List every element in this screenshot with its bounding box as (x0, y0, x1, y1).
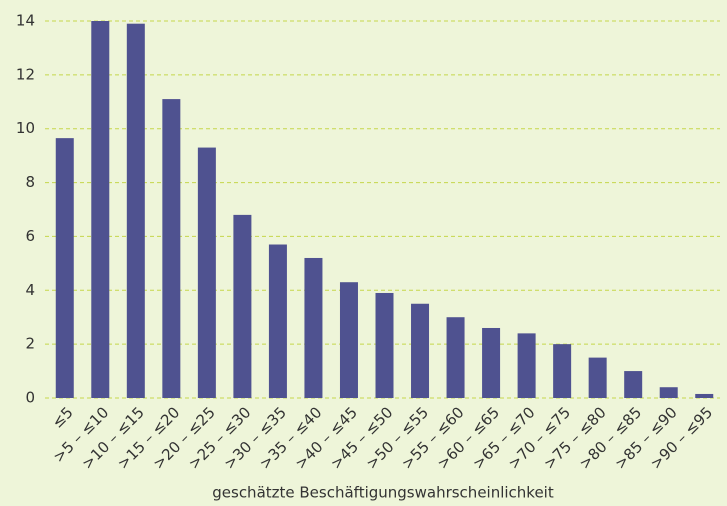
bar (553, 344, 572, 398)
y-tick-label: 6 (25, 227, 35, 245)
bar (695, 393, 714, 398)
bar (482, 327, 501, 398)
y-tick-label: 14 (16, 12, 35, 30)
y-tick-label: 10 (16, 119, 35, 137)
bar (268, 244, 287, 398)
bar (411, 303, 430, 398)
bar (446, 317, 465, 398)
y-tick-label: 12 (16, 65, 35, 83)
y-tick-label: 0 (25, 389, 35, 407)
bar (233, 214, 252, 398)
y-tick-label: 2 (25, 335, 35, 353)
bar (162, 99, 181, 398)
bar (91, 21, 110, 398)
y-tick-label: 4 (25, 281, 35, 299)
bar (197, 147, 216, 398)
bar (624, 371, 643, 398)
bar (126, 23, 145, 398)
bar (588, 357, 607, 398)
bar (304, 257, 323, 398)
y-tick-label: 8 (25, 173, 35, 191)
bar (375, 292, 394, 398)
x-axis-label: geschätzte Beschäftigungswahrscheinlichk… (212, 484, 554, 502)
bar (55, 138, 74, 398)
bar (659, 387, 678, 398)
bar (517, 333, 536, 398)
bar (339, 282, 358, 398)
